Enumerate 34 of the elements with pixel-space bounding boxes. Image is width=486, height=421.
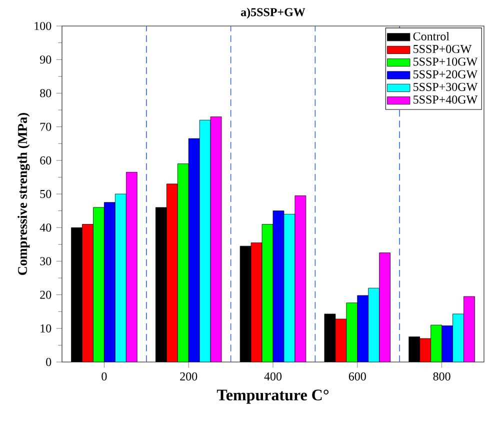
legend-label: 5SSP+40GW (414, 96, 478, 104)
legend-label: 5SSP+10GW (414, 58, 478, 66)
legend-label: 5SSP+20GW (414, 70, 478, 78)
y-tick-label: 30 (40, 257, 52, 266)
legend-label: Control (413, 32, 450, 40)
bar (114, 194, 126, 362)
y-tick-label: 0 (46, 358, 52, 366)
y-tick-label: 80 (40, 89, 52, 98)
y-tick-label: 70 (40, 122, 52, 131)
x-tick-label: 600 (348, 372, 366, 380)
x-tick-label: 400 (264, 372, 282, 380)
bar (368, 288, 380, 362)
x-tick-label: 200 (180, 372, 198, 380)
y-tick-label: 20 (40, 290, 52, 299)
bar (420, 338, 432, 362)
y-tick-label: 100 (34, 22, 52, 30)
legend-label: 5SSP+30GW (414, 82, 478, 92)
y-tick-label: 40 (40, 224, 52, 232)
bar (199, 120, 211, 362)
bar (82, 224, 94, 362)
x-axis-title: Tempurature C° (216, 390, 329, 404)
y-axis-title: Compressive strength (MPa) (18, 113, 30, 275)
y-tick-label: 50 (40, 190, 52, 198)
bar (452, 314, 464, 362)
bar (284, 214, 296, 362)
bar (166, 184, 178, 362)
legend-label: 5SSP+0GW (414, 44, 472, 54)
x-tick-label: 0 (102, 372, 107, 380)
bar (250, 242, 262, 362)
x-tick-label: 800 (433, 372, 450, 380)
y-tick-label: 10 (40, 324, 52, 332)
y-tick-label: 60 (40, 156, 52, 164)
chart-title: a)5SSP+GW (240, 8, 306, 19)
y-tick-label: 90 (40, 56, 52, 64)
